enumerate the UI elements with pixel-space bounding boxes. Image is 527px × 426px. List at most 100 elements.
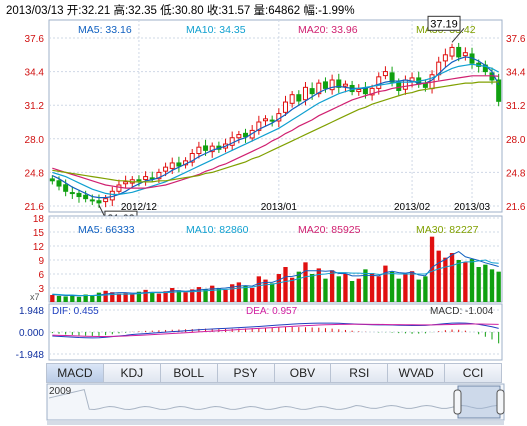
- volume-bar: [50, 295, 55, 302]
- candle-body: [322, 81, 328, 89]
- volume-unit-label: x7: [30, 292, 40, 302]
- price-tick-right: 24.8: [506, 168, 526, 179]
- volume-bar: [389, 271, 395, 302]
- volume-bar: [110, 292, 115, 302]
- volume-bar: [383, 265, 388, 302]
- volume-bar: [303, 262, 308, 302]
- volume-bar: [323, 278, 328, 302]
- volume-tick-left: 6: [38, 270, 44, 281]
- candle-body: [176, 162, 182, 167]
- macd-tick-left: 1.948: [19, 306, 44, 317]
- volume-bar: [409, 271, 415, 302]
- volume-bar: [429, 236, 435, 302]
- volume-bar: [216, 288, 222, 302]
- volume-legend-0: MA5: 66333: [78, 224, 135, 236]
- candle-body: [263, 118, 269, 122]
- volume-bar: [156, 293, 162, 302]
- tab-macd[interactable]: MACD: [46, 363, 104, 383]
- volume-bar: [170, 288, 175, 302]
- candle-body: [309, 88, 315, 95]
- quote-header: 2013/03/13 开:32.21 高:32.35 低:30.80 收:31.…: [6, 2, 355, 18]
- volume-bar: [56, 295, 62, 302]
- price-tick-left: 31.2: [25, 101, 45, 112]
- tab-wvad[interactable]: WVAD: [388, 363, 446, 383]
- volume-bar: [203, 288, 208, 302]
- volume-ma5-line: [52, 251, 499, 297]
- tab-kdj[interactable]: KDJ: [103, 363, 161, 383]
- quote-open: 开:32.21: [66, 5, 111, 17]
- volume-bar: [210, 285, 215, 302]
- volume-bar: [63, 296, 68, 302]
- volume-legend-2: MA20: 85925: [298, 224, 361, 236]
- navigator-sparkline: [48, 388, 503, 410]
- tab-psy[interactable]: PSY: [217, 363, 275, 383]
- candle-body: [449, 46, 455, 57]
- tab-obv[interactable]: OBV: [274, 363, 332, 383]
- volume-bar: [349, 281, 355, 302]
- tab-cci[interactable]: CCI: [445, 363, 502, 383]
- volume-bar: [363, 269, 368, 302]
- candle-body: [376, 76, 382, 89]
- candle-body: [269, 119, 275, 122]
- tab-boll[interactable]: BOLL: [160, 363, 218, 383]
- candle-body: [83, 194, 89, 200]
- price-tick-left: 21.6: [25, 202, 45, 213]
- candle-body: [103, 198, 109, 203]
- volume-bar: [309, 274, 315, 302]
- indicator-tabs: MACD KDJ BOLL PSY OBV RSI WVAD CCI: [46, 363, 502, 383]
- candle-body: [496, 79, 502, 102]
- candle-body: [236, 134, 242, 139]
- volume-bar: [416, 279, 421, 302]
- candle-body: [302, 86, 308, 101]
- candle-body: [442, 54, 448, 62]
- volume-bar: [463, 262, 468, 302]
- candle-body: [96, 200, 102, 204]
- volume-bar: [376, 276, 381, 302]
- price-ma20-line: [52, 75, 499, 189]
- volume-bar: [296, 271, 301, 302]
- candle-body: [289, 94, 295, 104]
- volume-bar: [130, 294, 135, 302]
- price-tick-left: 34.4: [25, 68, 45, 79]
- dif-line: [52, 322, 499, 339]
- candle-body: [63, 184, 69, 192]
- volume-tick-left: 9: [38, 256, 44, 267]
- high-label-box: [427, 15, 461, 31]
- price-tick-left: 24.8: [25, 168, 45, 179]
- volume-bar: [150, 292, 155, 302]
- navigator-selection: [457, 385, 501, 419]
- quote-change: 幅:-1.99%: [303, 5, 355, 17]
- candle-body: [356, 88, 362, 93]
- tab-rsi[interactable]: RSI: [331, 363, 389, 383]
- candle-body: [89, 199, 95, 202]
- volume-bar: [90, 295, 95, 302]
- volume-bar: [243, 285, 248, 302]
- navigator-year-label: 2009: [49, 386, 72, 397]
- macd-legend-dif: DIF: 0.455: [52, 306, 99, 317]
- volume-bar: [190, 289, 195, 302]
- candle-body: [203, 145, 209, 151]
- navigator-frame: [46, 383, 505, 421]
- volume-bar: [250, 288, 255, 302]
- price-tick-left: 28.0: [25, 135, 45, 146]
- volume-tick-left: 3: [38, 284, 44, 295]
- volume-tick-left: 12: [33, 242, 45, 253]
- volume-bar: [103, 290, 108, 302]
- volume-bar: [356, 278, 361, 302]
- candle-body: [56, 180, 62, 187]
- volume-bar: [336, 276, 341, 302]
- candle-body: [296, 94, 302, 102]
- navigator-left-handle: [453, 389, 462, 415]
- volume-bar: [223, 289, 228, 302]
- candle-body: [389, 72, 395, 83]
- price-tick-right: 34.4: [506, 68, 526, 79]
- volume-legend-3: MA30: 82227: [416, 224, 479, 236]
- price-legend-0: MA5: 33.16: [78, 24, 132, 36]
- high-price-label: 37.19: [430, 18, 458, 30]
- candle-body: [156, 171, 162, 180]
- candle-body: [49, 178, 55, 182]
- candle-body: [209, 145, 215, 153]
- quote-high: 高:32.35: [113, 5, 157, 17]
- price-tick-left: 37.6: [25, 34, 45, 45]
- quote-volume: 量:64862: [253, 5, 301, 17]
